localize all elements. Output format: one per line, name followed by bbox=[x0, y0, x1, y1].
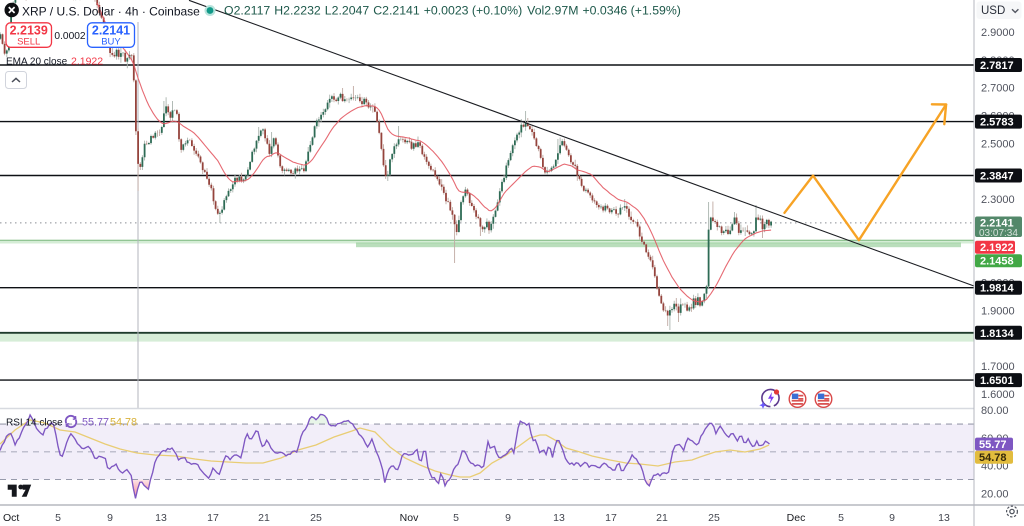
svg-text:03:07:34: 03:07:34 bbox=[979, 228, 1018, 239]
svg-text:9: 9 bbox=[107, 512, 113, 524]
svg-text:1.9814: 1.9814 bbox=[980, 283, 1015, 295]
svg-text:2.2141: 2.2141 bbox=[92, 24, 130, 38]
svg-text:2.1922: 2.1922 bbox=[980, 242, 1014, 254]
svg-text:21: 21 bbox=[258, 512, 270, 524]
svg-text:2.5783: 2.5783 bbox=[980, 117, 1014, 129]
svg-text:2.7817: 2.7817 bbox=[980, 60, 1014, 72]
svg-text:55.77: 55.77 bbox=[979, 439, 1007, 451]
svg-text:EMA 20 close: EMA 20 close bbox=[6, 57, 68, 68]
svg-text:2.3847: 2.3847 bbox=[980, 171, 1014, 183]
svg-text:2.9000: 2.9000 bbox=[981, 27, 1015, 39]
svg-text:20.00: 20.00 bbox=[981, 488, 1009, 500]
svg-text:54.78: 54.78 bbox=[979, 452, 1007, 464]
svg-text:17: 17 bbox=[207, 512, 219, 524]
svg-text:Dec: Dec bbox=[787, 512, 806, 524]
svg-text:2.1458: 2.1458 bbox=[980, 255, 1014, 267]
svg-text:Nov: Nov bbox=[400, 512, 419, 524]
svg-text:13: 13 bbox=[553, 512, 565, 524]
svg-text:2.2139: 2.2139 bbox=[10, 24, 48, 38]
svg-text:13: 13 bbox=[938, 512, 950, 524]
svg-text:XRP / U.S. Dollar · 4h · Coinb: XRP / U.S. Dollar · 4h · Coinbase bbox=[22, 4, 200, 18]
svg-text:17: 17 bbox=[605, 512, 617, 524]
svg-text:1.9000: 1.9000 bbox=[981, 305, 1015, 317]
svg-text:54.78: 54.78 bbox=[110, 417, 137, 429]
svg-text:SELL: SELL bbox=[17, 37, 40, 48]
svg-text:2.7000: 2.7000 bbox=[981, 83, 1015, 95]
svg-text:RSI 14 close: RSI 14 close bbox=[6, 418, 63, 429]
svg-text:5: 5 bbox=[838, 512, 844, 524]
svg-text:1.7000: 1.7000 bbox=[981, 361, 1015, 373]
svg-text:1.6000: 1.6000 bbox=[981, 389, 1015, 401]
svg-text:2.2141: 2.2141 bbox=[980, 218, 1014, 230]
svg-text:9: 9 bbox=[889, 512, 895, 524]
svg-text:Oct: Oct bbox=[3, 512, 19, 524]
svg-text:25: 25 bbox=[708, 512, 720, 524]
svg-text:5: 5 bbox=[55, 512, 61, 524]
svg-text:5: 5 bbox=[453, 512, 459, 524]
svg-text:2.3000: 2.3000 bbox=[981, 194, 1015, 206]
svg-text:0.0002: 0.0002 bbox=[54, 31, 85, 42]
svg-text:13: 13 bbox=[155, 512, 167, 524]
svg-text:21: 21 bbox=[656, 512, 668, 524]
svg-text:2.5000: 2.5000 bbox=[981, 138, 1015, 150]
svg-text:1.6501: 1.6501 bbox=[980, 375, 1014, 387]
svg-text:55.77: 55.77 bbox=[82, 417, 109, 429]
svg-text:1.8134: 1.8134 bbox=[980, 328, 1015, 340]
svg-text:25: 25 bbox=[310, 512, 322, 524]
svg-text:80.00: 80.00 bbox=[981, 405, 1009, 417]
svg-text:2.1922: 2.1922 bbox=[71, 56, 103, 68]
svg-text:USD: USD bbox=[981, 5, 1005, 17]
svg-text:9: 9 bbox=[505, 512, 511, 524]
svg-text:BUY: BUY bbox=[101, 37, 121, 48]
